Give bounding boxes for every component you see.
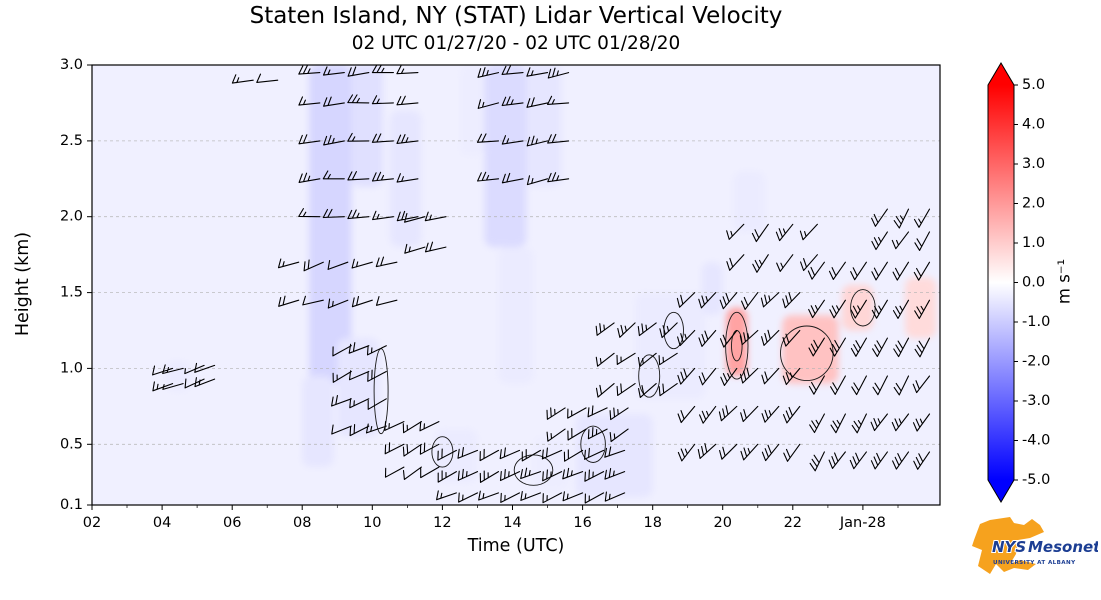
svg-text:04: 04: [153, 515, 171, 531]
x-axis-label: Time (UTC): [467, 536, 565, 556]
svg-text:22: 22: [784, 515, 802, 531]
svg-text:0.1: 0.1: [60, 497, 83, 513]
colorbar-bottom-arrow: [988, 480, 1014, 502]
svg-text:12: 12: [433, 515, 451, 531]
svg-text:14: 14: [503, 515, 521, 531]
svg-text:1.0: 1.0: [60, 360, 83, 376]
svg-text:Jan-28: Jan-28: [839, 515, 886, 531]
colorbar-label: m s⁻¹: [1054, 258, 1074, 305]
colorbar-top-arrow: [988, 63, 1014, 85]
svg-text:5.0: 5.0: [1022, 77, 1045, 93]
svg-text:06: 06: [223, 515, 241, 531]
ny-state-icon: [972, 517, 1044, 574]
svg-text:-3.0: -3.0: [1022, 393, 1050, 409]
chart-title: Staten Island, NY (STAT) Lidar Vertical …: [249, 3, 783, 29]
logo-text-mesonet: Mesonet: [1028, 538, 1098, 556]
logo-text-university: UNIVERSITY AT ALBANY: [993, 560, 1076, 566]
y-axis-label: Height (km): [13, 231, 33, 337]
y-axis-ticks: 0.1 0.5 1.0 1.5 2.0 2.5 3.0: [60, 57, 92, 513]
x-axis-ticks: 02 04 06 08 10 12 14 16 18 20 22 Jan-28: [83, 505, 899, 531]
chart-subtitle: 02 UTC 01/27/20 - 02 UTC 01/28/20: [351, 33, 681, 54]
svg-text:3.0: 3.0: [60, 57, 83, 73]
svg-text:2.0: 2.0: [60, 209, 83, 225]
svg-text:1.5: 1.5: [60, 285, 83, 301]
svg-text:08: 08: [293, 515, 311, 531]
svg-text:-1.0: -1.0: [1022, 314, 1050, 330]
svg-text:2.5: 2.5: [60, 133, 83, 149]
svg-text:16: 16: [573, 515, 591, 531]
wind-barbs: [152, 65, 931, 504]
svg-text:-5.0: -5.0: [1022, 472, 1050, 488]
svg-text:20: 20: [713, 515, 731, 531]
logo-text-nys: NYS: [992, 538, 1026, 556]
colorbar: 5.0 4.0 3.0 2.0 1.0 0.0 -1.0 -2.0 -3.0 -4.0 -5.0: [987, 62, 1050, 503]
nys-mesonet-logo: NYS Mesonet UNIVERSITY AT ALBANY: [972, 517, 1098, 574]
svg-text:-2.0: -2.0: [1022, 354, 1050, 370]
svg-text:18: 18: [643, 515, 661, 531]
svg-text:0.5: 0.5: [60, 436, 83, 452]
svg-text:4.0: 4.0: [1022, 117, 1045, 133]
svg-text:1.0: 1.0: [1022, 235, 1045, 251]
svg-text:02: 02: [83, 515, 101, 531]
svg-text:-4.0: -4.0: [1022, 433, 1050, 449]
svg-text:10: 10: [363, 515, 381, 531]
plot-border: [91, 64, 941, 506]
svg-text:0.0: 0.0: [1022, 275, 1045, 291]
svg-text:3.0: 3.0: [1022, 156, 1045, 172]
svg-text:2.0: 2.0: [1022, 196, 1045, 212]
